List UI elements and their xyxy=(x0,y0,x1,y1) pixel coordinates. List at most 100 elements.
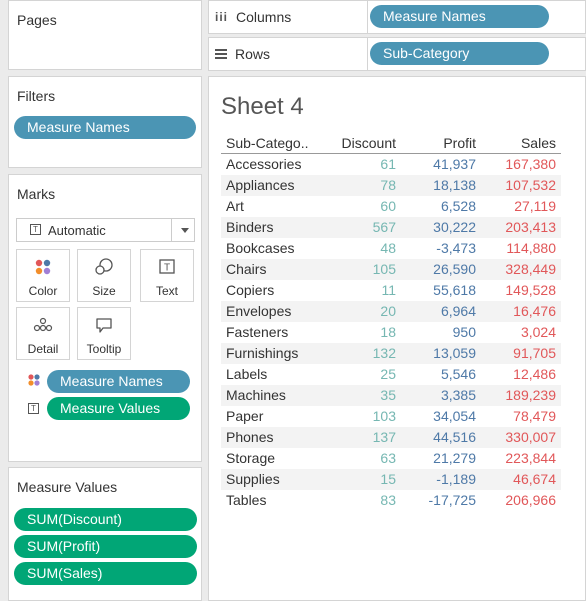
text-button[interactable]: T Text xyxy=(140,249,194,302)
row-sub-category[interactable]: Supplies xyxy=(226,471,280,487)
table-row[interactable]: Supplies 15 -1,189 46,674 xyxy=(221,469,561,490)
pill-sum-sales[interactable]: SUM(Sales) xyxy=(14,562,197,585)
header-sales[interactable]: Sales xyxy=(520,135,556,151)
row-sales[interactable]: 223,844 xyxy=(505,450,556,466)
sheet-view[interactable]: Sheet 4 Sub-Catego.. Discount Profit Sal… xyxy=(208,76,586,601)
row-sub-category[interactable]: Envelopes xyxy=(226,303,292,319)
row-profit[interactable]: 34,054 xyxy=(433,408,476,424)
row-sub-category[interactable]: Art xyxy=(226,198,244,214)
row-sub-category[interactable]: Storage xyxy=(226,450,276,466)
row-profit[interactable]: 6,964 xyxy=(440,303,476,319)
table-row[interactable]: Furnishings 132 13,059 91,705 xyxy=(221,343,561,364)
table-row[interactable]: Machines 35 3,385 189,239 xyxy=(221,385,561,406)
filter-pill-measure-names[interactable]: Measure Names xyxy=(14,116,196,139)
table-row[interactable]: Envelopes 20 6,964 16,476 xyxy=(221,301,561,322)
row-sales[interactable]: 91,705 xyxy=(513,345,556,361)
filters-panel[interactable]: Filters Measure Names xyxy=(8,76,202,168)
row-sub-category[interactable]: Chairs xyxy=(226,261,267,277)
row-discount[interactable]: 63 xyxy=(380,450,396,466)
row-discount[interactable]: 35 xyxy=(380,387,396,403)
row-profit[interactable]: 5,546 xyxy=(440,366,476,382)
row-discount[interactable]: 83 xyxy=(380,492,396,508)
measure-values-panel[interactable]: Measure Values SUM(Discount) SUM(Profit)… xyxy=(8,467,202,601)
table-row[interactable]: Phones 137 44,516 330,007 xyxy=(221,427,561,448)
row-sales[interactable]: 330,007 xyxy=(505,429,556,445)
row-sales[interactable]: 3,024 xyxy=(520,324,556,340)
row-profit[interactable]: 41,937 xyxy=(433,156,476,172)
row-sub-category[interactable]: Fasteners xyxy=(226,324,289,340)
columns-shelf[interactable]: iii Columns Measure Names xyxy=(208,0,586,34)
row-profit[interactable]: -17,725 xyxy=(428,492,476,508)
color-button[interactable]: Color xyxy=(16,249,70,302)
row-sales[interactable]: 167,380 xyxy=(505,156,556,172)
marks-pill-measure-values[interactable]: Measure Values xyxy=(47,397,190,420)
table-row[interactable]: Bookcases 48 -3,473 114,880 xyxy=(221,238,561,259)
row-sales[interactable]: 149,528 xyxy=(505,282,556,298)
row-sales[interactable]: 27,119 xyxy=(514,198,556,214)
row-sales[interactable]: 12,486 xyxy=(513,366,556,382)
header-profit[interactable]: Profit xyxy=(443,135,476,151)
row-sub-category[interactable]: Furnishings xyxy=(226,345,299,361)
row-discount[interactable]: 567 xyxy=(372,219,396,235)
size-button[interactable]: Size xyxy=(77,249,131,302)
columns-pill-measure-names[interactable]: Measure Names xyxy=(370,5,549,28)
row-sub-category[interactable]: Paper xyxy=(226,408,264,424)
row-profit[interactable]: -3,473 xyxy=(436,240,476,256)
row-sub-category[interactable]: Phones xyxy=(226,429,274,445)
table-row[interactable]: Fasteners 18 950 3,024 xyxy=(221,322,561,343)
row-sales[interactable]: 46,674 xyxy=(513,471,556,487)
row-discount[interactable]: 20 xyxy=(380,303,396,319)
header-sub-category[interactable]: Sub-Catego.. xyxy=(226,135,309,151)
row-discount[interactable]: 61 xyxy=(380,156,396,172)
row-profit[interactable]: -1,189 xyxy=(436,471,476,487)
row-discount[interactable]: 18 xyxy=(380,324,396,340)
row-discount[interactable]: 137 xyxy=(372,429,396,445)
row-profit[interactable]: 6,528 xyxy=(440,198,476,214)
row-discount[interactable]: 11 xyxy=(381,282,396,298)
table-row[interactable]: Appliances 78 18,138 107,532 xyxy=(221,175,561,196)
table-row[interactable]: Storage 63 21,279 223,844 xyxy=(221,448,561,469)
row-sub-category[interactable]: Tables xyxy=(226,492,267,508)
pill-sum-profit[interactable]: SUM(Profit) xyxy=(14,535,197,558)
row-sub-category[interactable]: Machines xyxy=(226,387,286,403)
row-discount[interactable]: 78 xyxy=(380,177,396,193)
marks-pill-measure-names[interactable]: Measure Names xyxy=(47,370,190,393)
table-row[interactable]: Copiers 11 55,618 149,528 xyxy=(221,280,561,301)
row-sales[interactable]: 107,532 xyxy=(505,177,556,193)
row-profit[interactable]: 55,618 xyxy=(433,282,476,298)
row-sub-category[interactable]: Binders xyxy=(226,219,274,235)
tooltip-button[interactable]: Tooltip xyxy=(77,307,131,360)
table-row[interactable]: Art 60 6,528 27,119 xyxy=(221,196,561,217)
rows-shelf[interactable]: Rows Sub-Category xyxy=(208,37,586,71)
row-sub-category[interactable]: Labels xyxy=(226,366,268,382)
pill-sum-discount[interactable]: SUM(Discount) xyxy=(14,508,197,531)
row-sales[interactable]: 114,880 xyxy=(506,240,556,256)
row-sub-category[interactable]: Accessories xyxy=(226,156,302,172)
rows-pill-sub-category[interactable]: Sub-Category xyxy=(370,42,549,65)
row-profit[interactable]: 13,059 xyxy=(433,345,476,361)
row-discount[interactable]: 60 xyxy=(380,198,396,214)
table-row[interactable]: Chairs 105 26,590 328,449 xyxy=(221,259,561,280)
row-profit[interactable]: 26,590 xyxy=(433,261,476,277)
row-discount[interactable]: 25 xyxy=(380,366,396,382)
sheet-title[interactable]: Sheet 4 xyxy=(221,93,304,120)
row-profit[interactable]: 44,516 xyxy=(433,429,476,445)
row-sales[interactable]: 328,449 xyxy=(505,261,556,277)
row-discount[interactable]: 103 xyxy=(372,408,396,424)
row-discount[interactable]: 132 xyxy=(372,345,396,361)
row-profit[interactable]: 21,279 xyxy=(433,450,476,466)
row-sub-category[interactable]: Bookcases xyxy=(226,240,295,256)
row-profit[interactable]: 950 xyxy=(452,324,476,340)
row-sub-category[interactable]: Appliances xyxy=(226,177,295,193)
table-row[interactable]: Labels 25 5,546 12,486 xyxy=(221,364,561,385)
row-sales[interactable]: 16,476 xyxy=(513,303,556,319)
pages-panel[interactable]: Pages xyxy=(8,0,202,70)
table-row[interactable]: Accessories 61 41,937 167,380 xyxy=(221,154,561,175)
header-discount[interactable]: Discount xyxy=(341,135,396,151)
row-discount[interactable]: 105 xyxy=(372,261,396,277)
chevron-down-icon[interactable] xyxy=(181,228,189,233)
row-sub-category[interactable]: Copiers xyxy=(226,282,275,298)
row-discount[interactable]: 48 xyxy=(380,240,396,256)
row-profit[interactable]: 30,222 xyxy=(433,219,476,235)
row-sales[interactable]: 206,966 xyxy=(505,492,556,508)
